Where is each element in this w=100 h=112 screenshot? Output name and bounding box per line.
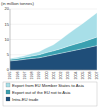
x-tick-label: 2005 (81, 72, 85, 80)
legend-box (3, 82, 97, 106)
legend-label: Intra-EU trade (12, 97, 39, 102)
x-axis (10, 70, 97, 71)
legend-label: Export from EU Member States to Asia (12, 83, 85, 88)
chart-root: (in million tonnes)051015201995199619971… (0, 0, 100, 112)
legend-swatch (6, 97, 10, 101)
x-tick-label: 2004 (74, 72, 78, 80)
x-tick-label: 2006 (88, 72, 92, 80)
x-tick-label: 1998 (30, 72, 34, 80)
x-tick-label: 1996 (16, 72, 20, 80)
x-tick-label: 1995 (8, 72, 12, 80)
legend-swatch (6, 90, 10, 94)
x-tick-label: 1997 (23, 72, 27, 80)
plot-area (10, 13, 97, 70)
legend-swatch (6, 83, 10, 87)
legend-label: Export out of the EU not to Asia (12, 90, 71, 95)
y-tick-label: 15 (5, 22, 10, 27)
y-axis-title: (in million tonnes) (1, 1, 34, 6)
y-tick-label: 5 (7, 52, 10, 57)
x-tick-label: 2007 (95, 72, 99, 80)
x-tick-label: 2000 (45, 72, 49, 80)
x-tick-label: 2001 (52, 72, 56, 80)
chart-svg: (in million tonnes)051015201995199619971… (0, 0, 100, 112)
area-series (10, 13, 97, 60)
x-tick-label: 2003 (66, 72, 70, 80)
y-axis (10, 9, 11, 70)
x-tick-label: 2002 (59, 72, 63, 80)
x-tick-label: 1999 (37, 72, 41, 80)
grid-line (10, 9, 97, 10)
y-tick-label: 10 (5, 37, 10, 42)
y-tick-label: 20 (5, 6, 10, 11)
